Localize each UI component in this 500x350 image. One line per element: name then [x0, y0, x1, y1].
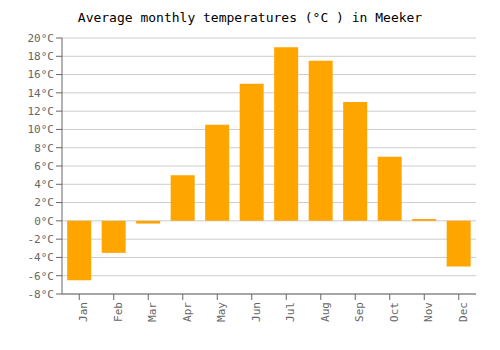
svg-text:14°C: 14°C: [28, 87, 55, 100]
svg-text:Apr: Apr: [181, 302, 194, 322]
svg-text:Nov: Nov: [422, 302, 435, 322]
svg-text:Mar: Mar: [146, 302, 159, 322]
svg-text:Jan: Jan: [77, 302, 90, 322]
svg-text:4°C: 4°C: [34, 178, 54, 191]
svg-text:2°C: 2°C: [34, 196, 54, 209]
svg-text:10°C: 10°C: [28, 123, 55, 136]
svg-text:May: May: [215, 302, 228, 322]
svg-text:8°C: 8°C: [34, 142, 54, 155]
svg-text:16°C: 16°C: [28, 68, 55, 81]
svg-text:Jul: Jul: [284, 302, 297, 322]
svg-text:18°C: 18°C: [28, 50, 55, 63]
svg-text:-6°C: -6°C: [28, 270, 55, 283]
html-text:Average monthly temperatures (: Average monthly temperatures (°C ) in Me…: [77, 10, 423, 25]
svg-text:Feb: Feb: [112, 302, 125, 322]
svg-text:Oct: Oct: [388, 302, 401, 322]
svg-text:-2°C: -2°C: [28, 233, 55, 246]
svg-text:12°C: 12°C: [28, 105, 55, 118]
svg-text:0°C: 0°C: [34, 215, 54, 228]
svg-text:6°C: 6°C: [34, 160, 54, 173]
svg-text:20°C: 20°C: [28, 32, 55, 45]
svg-text:Aug: Aug: [319, 302, 332, 322]
svg-text:-8°C: -8°C: [28, 288, 55, 301]
svg-text:Dec: Dec: [457, 302, 470, 322]
svg-text:-4°C: -4°C: [28, 251, 55, 264]
svg-text:Jun: Jun: [250, 302, 263, 322]
svg-text:Sep: Sep: [353, 302, 366, 322]
